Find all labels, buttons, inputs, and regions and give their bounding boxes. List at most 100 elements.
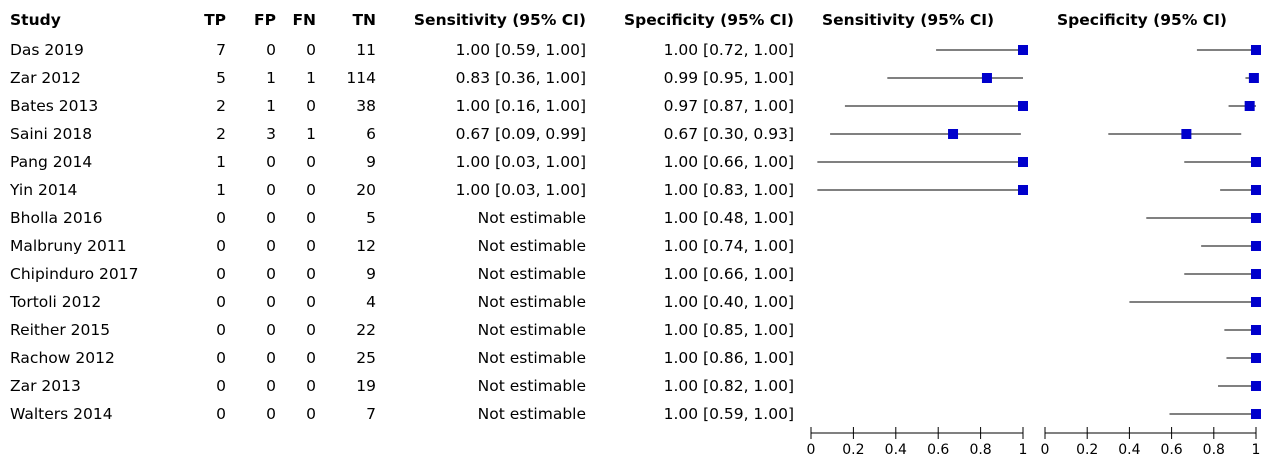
specificity-tick-label: 0.2 [1076,442,1098,458]
fp-value: 0 [266,153,276,171]
study-name: Pang 2014 [10,153,93,171]
specificity-ci-text: 1.00 [0.85, 1.00] [663,321,794,339]
fp-value: 0 [266,209,276,227]
fn-value: 1 [306,69,316,87]
specificity-point-marker [1251,241,1261,251]
tn-value: 38 [356,97,376,115]
sensitivity-ci-text: 1.00 [0.03, 1.00] [455,181,586,199]
sensitivity-tick-label: 0.8 [969,442,991,458]
fp-value: 0 [266,349,276,367]
specificity-ci-text: 1.00 [0.83, 1.00] [663,181,794,199]
sensitivity-ci-text: 1.00 [0.16, 1.00] [455,97,586,115]
fp-value: 0 [266,265,276,283]
sensitivity-ci-text: 1.00 [0.03, 1.00] [455,153,586,171]
sensitivity-point-marker [1018,45,1028,55]
header-tn: TN [352,11,376,29]
fp-value: 3 [266,125,276,143]
specificity-ci-text: 1.00 [0.74, 1.00] [663,237,794,255]
study-name: Malbruny 2011 [10,237,127,255]
tp-value: 7 [216,41,226,59]
study-name: Reither 2015 [10,321,111,339]
fn-value: 0 [306,181,316,199]
sensitivity-ci-text: Not estimable [477,209,586,227]
specificity-point-marker [1251,213,1261,223]
header-fp: FP [254,11,276,29]
tn-value: 4 [366,293,376,311]
tp-value: 0 [216,265,226,283]
specificity-ci-text: 1.00 [0.40, 1.00] [663,293,794,311]
tn-value: 114 [346,69,376,87]
fp-value: 0 [266,405,276,423]
tp-value: 5 [216,69,226,87]
specificity-ci-text: 1.00 [0.72, 1.00] [663,41,794,59]
fn-value: 0 [306,349,316,367]
fp-value: 0 [266,237,276,255]
fp-value: 0 [266,377,276,395]
tn-value: 9 [366,265,376,283]
study-name: Zar 2013 [10,377,81,395]
tp-value: 0 [216,377,226,395]
tp-value: 1 [216,181,226,199]
fn-value: 0 [306,405,316,423]
specificity-tick-label: 0.4 [1118,442,1140,458]
study-name: Rachow 2012 [10,349,115,367]
specificity-ci-text: 0.67 [0.30, 0.93] [663,125,794,143]
sensitivity-ci-text: Not estimable [477,405,586,423]
specificity-ci-text: 0.97 [0.87, 1.00] [663,97,794,115]
specificity-ci-text: 1.00 [0.59, 1.00] [663,405,794,423]
study-name: Tortoli 2012 [10,293,102,311]
tn-value: 22 [356,321,376,339]
sensitivity-ci-text: 1.00 [0.59, 1.00] [455,41,586,59]
header-sensitivity-ci: Sensitivity (95% CI) [413,11,586,29]
tn-value: 6 [366,125,376,143]
specificity-point-marker [1251,353,1261,363]
sensitivity-point-marker [948,129,959,139]
tp-value: 1 [216,153,226,171]
specificity-point-marker [1251,45,1261,55]
specificity-ci-text: 0.99 [0.95, 1.00] [663,69,794,87]
fn-value: 1 [306,125,316,143]
fn-value: 0 [306,321,316,339]
tn-value: 5 [366,209,376,227]
sensitivity-ci-text: Not estimable [477,265,586,283]
specificity-point-marker [1244,101,1255,111]
fn-value: 0 [306,293,316,311]
study-name: Das 2019 [10,41,84,59]
sensitivity-ci-text: Not estimable [477,293,586,311]
sensitivity-point-marker [1018,157,1028,167]
tn-value: 11 [356,41,376,59]
tn-value: 25 [356,349,376,367]
fn-value: 0 [306,237,316,255]
sensitivity-ci-text: Not estimable [477,349,586,367]
specificity-tick-label: 0.8 [1203,442,1225,458]
fp-value: 0 [266,293,276,311]
study-name: Walters 2014 [10,405,113,423]
specificity-point-marker [1251,409,1261,419]
tp-value: 0 [216,209,226,227]
fn-value: 0 [306,153,316,171]
study-name: Bates 2013 [10,97,99,115]
specificity-tick-label: 0 [1041,442,1050,458]
specificity-tick-label: 0.6 [1160,442,1182,458]
sensitivity-ci-text: Not estimable [477,377,586,395]
specificity-ci-text: 1.00 [0.48, 1.00] [663,209,794,227]
study-name: Chipinduro 2017 [10,265,139,283]
sensitivity-point-marker [981,73,992,83]
sensitivity-tick-label: 0.2 [842,442,864,458]
tn-value: 7 [366,405,376,423]
sensitivity-point-marker [1018,101,1028,111]
study-name: Yin 2014 [10,181,78,199]
fn-value: 0 [306,41,316,59]
tp-value: 0 [216,293,226,311]
sensitivity-tick-label: 0 [807,442,816,458]
specificity-point-marker [1251,325,1261,335]
specificity-point-marker [1181,129,1192,139]
tn-value: 9 [366,153,376,171]
tp-value: 2 [216,125,226,143]
fp-value: 1 [266,97,276,115]
header-tp: TP [204,11,226,29]
tp-value: 0 [216,405,226,423]
sensitivity-ci-text: Not estimable [477,321,586,339]
